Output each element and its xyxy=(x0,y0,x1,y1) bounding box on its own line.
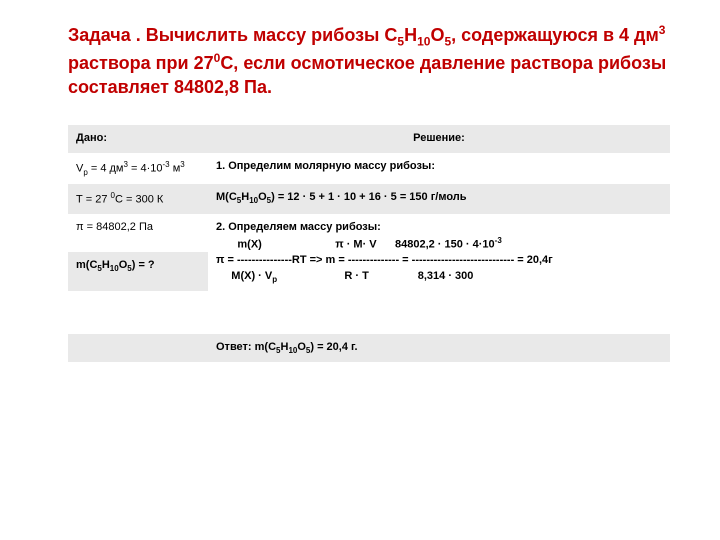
txt: ) = 20,4 г. xyxy=(310,341,357,353)
sub: р xyxy=(272,275,277,284)
txt: m(X) xyxy=(237,239,261,251)
title-sup: 3 xyxy=(659,23,666,37)
txt: H xyxy=(241,191,249,203)
txt: М(С xyxy=(216,191,237,203)
problem-title: Задача . Вычислить массу рибозы С5H10O5,… xyxy=(68,22,670,99)
given-mass: m(С5H10O5) = ? xyxy=(68,252,208,291)
table-row: Ответ: m(С5H10O5) = 20,4 г. xyxy=(68,334,670,362)
solution-header: Решение: xyxy=(208,125,670,152)
txt: ) = ? xyxy=(132,259,155,271)
sup: -3 xyxy=(495,236,502,245)
given-pi: π = 84802,2 Па xyxy=(68,214,208,252)
empty-cell xyxy=(208,291,670,334)
given-volume: Vр = 4 дм3 = 4·10-3 м3 xyxy=(68,153,208,184)
txt: м xyxy=(170,162,181,174)
empty-cell xyxy=(68,334,208,362)
given-header: Дано: xyxy=(68,125,208,152)
txt: = 4 дм xyxy=(88,162,124,174)
title-sub: 10 xyxy=(417,35,430,49)
table-row xyxy=(68,291,670,334)
txt: O xyxy=(119,259,128,271)
formula-top: m(X) π · М· V 84802,2 · 150 · 4·10-3 xyxy=(216,235,662,253)
txt: R · T xyxy=(344,270,368,282)
step1-title: 1. Определим молярную массу рибозы: xyxy=(208,153,670,184)
step2-title: 2. Определяем массу рибозы: xyxy=(216,220,662,235)
title-text: H xyxy=(404,25,417,45)
txt: Ответ: m(С xyxy=(216,341,276,353)
txt: H xyxy=(102,259,110,271)
title-text: Задача . Вычислить массу рибозы С xyxy=(68,25,397,45)
txt: m(С xyxy=(76,259,97,271)
txt: π · М· V xyxy=(335,239,376,251)
table-row: Vр = 4 дм3 = 4·10-3 м3 1. Определим моля… xyxy=(68,153,670,184)
sup: 3 xyxy=(180,160,184,169)
empty-cell xyxy=(68,291,208,334)
sup: -3 xyxy=(163,160,170,169)
txt: 84802,2 · 150 · 4·10 xyxy=(395,239,495,251)
sub: 10 xyxy=(249,196,258,205)
txt: = 4·10 xyxy=(128,162,163,174)
txt: М(X) · V xyxy=(231,270,272,282)
title-text: , содержащуюся в 4 дм xyxy=(451,25,659,45)
molar-mass: М(С5H10O5) = 12 · 5 + 1 · 10 + 16 · 5 = … xyxy=(208,184,670,214)
title-text: раствора при 27 xyxy=(68,53,214,73)
formula-mid: π = ---------------RT => m = -----------… xyxy=(216,253,662,268)
answer: Ответ: m(С5H10O5) = 20,4 г. xyxy=(208,334,670,362)
table-header-row: Дано: Решение: xyxy=(68,125,670,152)
formula-bot: М(X) · Vр R · T 8,314 · 300 xyxy=(216,269,662,285)
table-row: π = 84802,2 Па 2. Определяем массу рибоз… xyxy=(68,214,670,252)
step2: 2. Определяем массу рибозы: m(X) π · М· … xyxy=(208,214,670,291)
txt: O xyxy=(258,191,267,203)
given-temp: Т = 27 0С = 300 К xyxy=(68,184,208,214)
sub: 10 xyxy=(110,264,119,273)
sub: 10 xyxy=(288,346,297,355)
solution-table: Дано: Решение: Vр = 4 дм3 = 4·10-3 м3 1.… xyxy=(68,125,670,362)
txt: Т = 27 xyxy=(76,193,111,205)
txt: ) = 12 · 5 + 1 · 10 + 16 · 5 = 150 г/мол… xyxy=(271,191,466,203)
txt: O xyxy=(297,341,306,353)
txt: 8,314 · 300 xyxy=(418,270,474,282)
table-row: Т = 27 0С = 300 К М(С5H10O5) = 12 · 5 + … xyxy=(68,184,670,214)
txt: С = 300 К xyxy=(115,193,163,205)
title-text: O xyxy=(430,25,444,45)
